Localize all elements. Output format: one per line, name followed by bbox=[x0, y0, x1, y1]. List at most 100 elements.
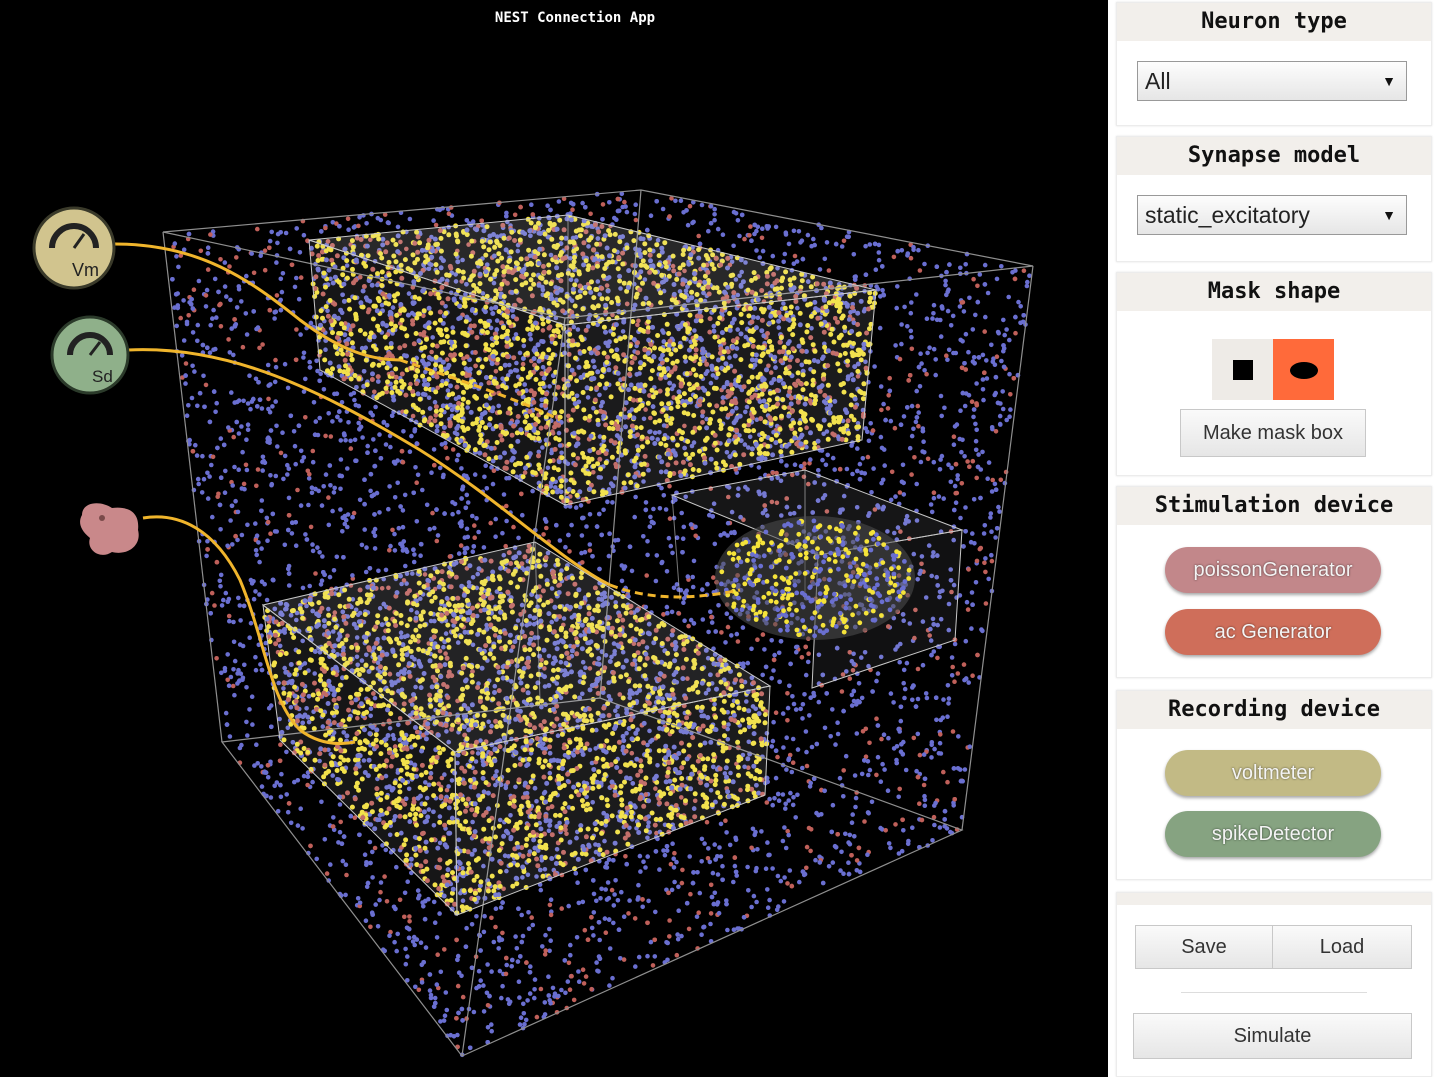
neuron-dot bbox=[713, 629, 718, 634]
neuron-dot bbox=[253, 589, 258, 594]
neuron-dot bbox=[228, 297, 233, 303]
neuron-dot bbox=[236, 284, 242, 289]
neuron-dot bbox=[906, 838, 911, 844]
neuron-dot bbox=[496, 946, 502, 951]
neuron-dot bbox=[711, 575, 716, 580]
neuron-dot bbox=[377, 897, 382, 903]
neuron-dot bbox=[312, 432, 318, 438]
neuron-dot bbox=[820, 457, 825, 463]
neuron-dot bbox=[331, 815, 336, 820]
neuron-dot bbox=[973, 580, 979, 585]
neuron-dot bbox=[503, 543, 509, 549]
neuron-dot bbox=[685, 574, 691, 579]
neuron-dot bbox=[529, 915, 534, 920]
neuron-dot bbox=[587, 548, 593, 553]
neuron-dot bbox=[579, 533, 585, 538]
neuron-dot bbox=[257, 559, 262, 565]
neuron-dot bbox=[343, 862, 349, 867]
neuron-dot bbox=[742, 236, 747, 242]
neuron-dot bbox=[983, 314, 988, 320]
neuron-dot bbox=[760, 672, 765, 678]
neuron-dot bbox=[280, 430, 285, 436]
network-scene[interactable]: Vm Sd bbox=[0, 0, 1108, 1077]
neuron-dot bbox=[946, 347, 952, 353]
neuron-dot bbox=[747, 233, 752, 238]
neuron-dot bbox=[944, 353, 949, 359]
neuron-dot bbox=[266, 705, 272, 711]
neuron-dot bbox=[538, 887, 544, 893]
neuron-dot bbox=[996, 330, 1001, 336]
neuron-dot bbox=[383, 442, 389, 447]
neuron-dot bbox=[952, 483, 958, 489]
neuron-dot bbox=[297, 250, 303, 255]
neuron-dot bbox=[355, 896, 361, 901]
neuron-dot bbox=[273, 473, 279, 479]
neuron-dot bbox=[265, 519, 271, 525]
neuron-dot bbox=[463, 944, 469, 949]
neuron-dot bbox=[278, 276, 284, 282]
neuron-dot bbox=[782, 875, 787, 880]
neuron-dot bbox=[313, 419, 319, 424]
neuron-dot bbox=[291, 429, 297, 434]
neuron-dot bbox=[945, 683, 951, 688]
neuron-dot bbox=[881, 732, 887, 737]
neuron-dot bbox=[251, 309, 256, 314]
neuron-dot bbox=[917, 801, 922, 806]
neuron-dot bbox=[265, 775, 271, 780]
neuron-dot bbox=[383, 567, 389, 573]
neuron-dot bbox=[208, 322, 213, 328]
neuron-dot bbox=[284, 749, 289, 755]
neuron-dot bbox=[356, 223, 361, 229]
neuron-dot bbox=[454, 937, 459, 943]
neuron-dot bbox=[809, 744, 815, 750]
neuron-dot bbox=[980, 628, 985, 634]
neuron-dot bbox=[740, 661, 746, 666]
neuron-dot bbox=[933, 372, 938, 378]
neuron-dot bbox=[989, 489, 995, 494]
neuron-dot bbox=[952, 507, 957, 513]
3d-viewport[interactable]: NEST Connection App bbox=[0, 0, 1108, 1077]
neuron-dot bbox=[962, 454, 967, 459]
neuron-dot bbox=[729, 633, 734, 638]
neuron-dot bbox=[715, 226, 721, 232]
neuron-dot bbox=[975, 652, 980, 658]
neuron-dot bbox=[974, 401, 979, 406]
neuron-dot bbox=[717, 845, 722, 850]
neuron-dot bbox=[879, 407, 884, 413]
neuron-dot bbox=[784, 463, 789, 468]
neuron-dot bbox=[674, 952, 680, 958]
neuron-dot bbox=[489, 1028, 495, 1034]
neuron-dot bbox=[839, 689, 845, 694]
neuron-dot bbox=[323, 225, 328, 231]
neuron-dot bbox=[909, 300, 914, 305]
neuron-dot bbox=[443, 445, 449, 450]
neuron-dot bbox=[218, 527, 223, 532]
neuron-dot bbox=[785, 828, 790, 834]
neuron-dot bbox=[378, 889, 383, 895]
neuron-dot bbox=[914, 388, 919, 394]
neuron-dot bbox=[330, 419, 335, 424]
neuron-dot bbox=[814, 810, 819, 816]
app-title: NEST Connection App bbox=[494, 10, 656, 26]
neuron-dot bbox=[786, 798, 791, 803]
neuron-dot bbox=[760, 226, 765, 231]
neuron-dot bbox=[919, 817, 925, 823]
neuron-dot bbox=[710, 870, 716, 876]
neuron-dot bbox=[925, 350, 930, 356]
neuron-dot bbox=[576, 969, 581, 974]
neuron-dot bbox=[805, 232, 811, 238]
neuron-dot bbox=[770, 866, 775, 871]
neuron-dot bbox=[391, 459, 397, 465]
neuron-dot bbox=[924, 316, 930, 322]
neuron-dot bbox=[897, 356, 903, 362]
neuron-dot bbox=[990, 477, 995, 483]
neuron-dot bbox=[994, 526, 1000, 531]
neuron-dot bbox=[950, 729, 956, 734]
neuron-dot bbox=[709, 614, 714, 620]
neuron-dot bbox=[671, 856, 676, 861]
neuron-dot bbox=[808, 827, 814, 832]
neuron-dot bbox=[708, 882, 714, 888]
neuron-dot bbox=[1001, 343, 1006, 348]
neuron-dot bbox=[844, 466, 850, 472]
neuron-dot bbox=[581, 981, 587, 986]
